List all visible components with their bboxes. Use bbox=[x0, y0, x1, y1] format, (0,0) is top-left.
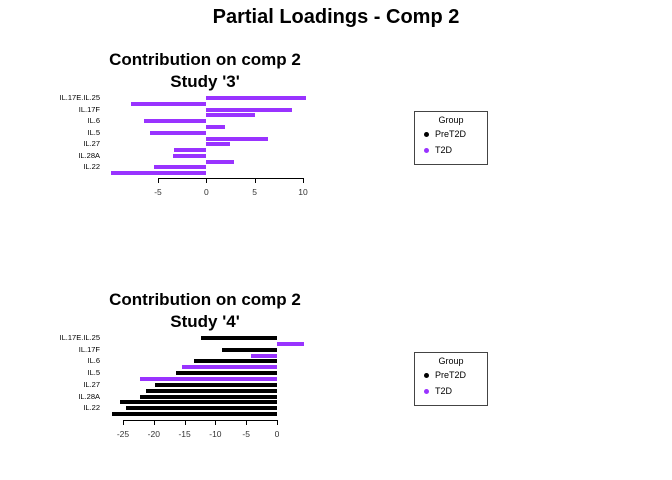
bar bbox=[206, 136, 269, 141]
bar bbox=[150, 130, 207, 135]
x-axis-tick bbox=[303, 178, 304, 183]
pret2d-dot-icon bbox=[424, 132, 429, 138]
y-axis-label: IL.28A bbox=[78, 150, 100, 160]
legend-group-chart1: Group PreT2D T2D bbox=[414, 111, 488, 165]
x-axis-tick bbox=[123, 420, 124, 425]
x-axis-tick-label: -5 bbox=[242, 429, 250, 439]
bar bbox=[144, 119, 207, 124]
bar bbox=[172, 153, 207, 158]
y-axis-label: IL.17F bbox=[78, 104, 100, 114]
x-axis-tick bbox=[254, 178, 256, 183]
x-axis-tick-label: -5 bbox=[154, 187, 162, 197]
x-axis-tick-label: 10 bbox=[298, 187, 308, 197]
x-axis-tick-label: 5 bbox=[252, 187, 258, 197]
y-axis-label: IL.6 bbox=[87, 356, 100, 366]
chart2-subtitle: Study '4' bbox=[170, 312, 240, 331]
x-axis-tick bbox=[158, 178, 159, 183]
y-axis-label: IL.5 bbox=[87, 127, 100, 137]
bar bbox=[251, 353, 277, 358]
x-axis-tick bbox=[153, 420, 155, 425]
y-axis-label: IL.17E.IL.25 bbox=[59, 333, 100, 342]
y-axis-label: IL.22 bbox=[83, 162, 100, 172]
bar bbox=[206, 113, 255, 118]
legend-item-pret2d: PreT2D bbox=[424, 129, 466, 139]
legend-item-t2d: T2D bbox=[424, 386, 452, 396]
bar bbox=[174, 148, 207, 153]
bar bbox=[140, 376, 277, 381]
bar bbox=[154, 165, 207, 170]
legend-title: Group bbox=[438, 115, 464, 125]
bar bbox=[119, 400, 277, 405]
y-axis-label: IL.17F bbox=[78, 344, 100, 354]
x-axis-tick bbox=[206, 178, 208, 183]
x-axis-tick bbox=[184, 420, 186, 425]
bar bbox=[221, 347, 277, 352]
x-axis-tick-label: -15 bbox=[178, 429, 191, 439]
chart1-subtitle: Study '3' bbox=[170, 72, 240, 91]
bar bbox=[130, 101, 207, 106]
legend-item-label: T2D bbox=[435, 386, 453, 396]
bar bbox=[193, 359, 277, 364]
pret2d-dot-icon bbox=[424, 373, 429, 379]
legend-item-label: T2D bbox=[435, 145, 453, 155]
x-axis-tick-label: 0 bbox=[203, 187, 209, 197]
y-axis-label: IL.27 bbox=[83, 139, 100, 149]
y-axis-label: IL.27 bbox=[83, 379, 100, 389]
legend-title: Group bbox=[438, 356, 464, 366]
y-axis-label: IL.22 bbox=[83, 403, 100, 413]
bar bbox=[146, 388, 277, 393]
y-axis-label: IL.5 bbox=[87, 368, 100, 378]
bar bbox=[206, 142, 230, 147]
bar bbox=[201, 336, 277, 340]
legend-item-t2d: T2D bbox=[424, 145, 452, 155]
bar bbox=[126, 406, 277, 411]
chart2-title: Contribution on comp 2 bbox=[109, 290, 301, 309]
x-axis-tick-label: -20 bbox=[147, 429, 160, 439]
x-axis-tick bbox=[277, 420, 278, 425]
bar bbox=[175, 371, 277, 376]
x-axis-tick-label: -25 bbox=[116, 429, 130, 439]
legend-item-label: PreT2D bbox=[435, 129, 467, 139]
bar bbox=[110, 171, 207, 176]
x-axis-tick bbox=[215, 420, 217, 425]
chart1-title: Contribution on comp 2 bbox=[109, 50, 301, 69]
bar bbox=[277, 341, 305, 346]
bar bbox=[206, 124, 225, 129]
bar bbox=[155, 382, 277, 387]
x-axis-tick-label: 0 bbox=[274, 429, 280, 439]
x-axis-line bbox=[123, 420, 278, 421]
legend-item-pret2d: PreT2D bbox=[424, 370, 466, 380]
x-axis-line bbox=[158, 178, 304, 179]
t2d-dot-icon bbox=[424, 389, 429, 395]
bar bbox=[111, 412, 277, 417]
bar bbox=[206, 107, 293, 112]
x-axis-tick bbox=[246, 420, 248, 425]
bar bbox=[206, 159, 235, 164]
legend-group-chart2: Group PreT2D T2D bbox=[414, 352, 488, 406]
figure-title: Partial Loadings - Comp 2 bbox=[212, 6, 460, 28]
y-axis-label: IL.17E.IL.25 bbox=[59, 93, 100, 102]
bar bbox=[139, 394, 277, 399]
legend-item-label: PreT2D bbox=[435, 370, 467, 380]
bar bbox=[181, 365, 277, 370]
x-axis-tick-label: -10 bbox=[209, 429, 222, 439]
y-axis-label: IL.28A bbox=[78, 391, 100, 401]
t2d-dot-icon bbox=[424, 148, 429, 154]
bar bbox=[206, 96, 306, 100]
y-axis-label: IL.6 bbox=[87, 116, 100, 126]
